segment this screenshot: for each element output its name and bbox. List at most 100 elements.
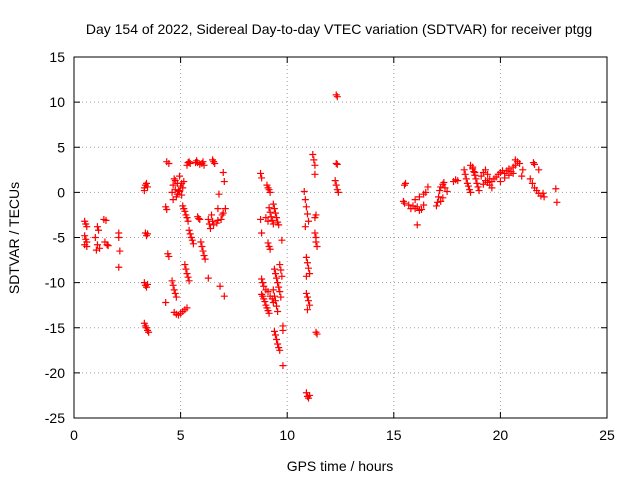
- data-point: [209, 217, 217, 225]
- data-point: [214, 216, 222, 224]
- data-point: [505, 171, 513, 179]
- data-point: [540, 193, 548, 201]
- data-point: [200, 161, 208, 169]
- data-point: [437, 197, 445, 205]
- data-point: [103, 241, 111, 249]
- x-axis-label: GPS time / hours: [287, 458, 394, 474]
- data-point: [165, 252, 173, 260]
- data-point: [184, 273, 192, 281]
- data-point: [271, 331, 279, 339]
- data-point: [144, 230, 152, 238]
- y-tick-label: -10: [45, 275, 65, 291]
- data-point: [217, 215, 225, 223]
- data-point: [310, 156, 318, 164]
- data-point: [278, 236, 286, 244]
- data-point: [185, 277, 193, 285]
- data-point: [460, 166, 468, 174]
- data-point: [306, 301, 314, 309]
- data-point: [535, 166, 543, 174]
- data-point: [475, 187, 483, 195]
- x-tick-label: 5: [177, 427, 185, 443]
- data-point: [309, 150, 317, 158]
- data-point: [176, 172, 184, 180]
- data-point: [472, 175, 480, 183]
- data-point: [479, 180, 487, 188]
- data-point: [196, 215, 204, 223]
- y-tick-label: 5: [57, 139, 65, 155]
- data-point: [268, 216, 276, 224]
- data-point: [93, 223, 101, 231]
- data-point: [172, 293, 180, 301]
- data-point: [303, 293, 311, 301]
- data-point: [436, 187, 444, 195]
- data-point: [269, 220, 277, 228]
- data-point: [269, 200, 277, 208]
- data-point: [274, 340, 282, 348]
- data-point: [443, 187, 451, 195]
- data-point: [501, 174, 509, 182]
- data-point: [277, 293, 285, 301]
- data-point: [220, 178, 228, 186]
- data-point: [170, 286, 178, 294]
- data-point: [265, 309, 273, 317]
- data-point: [332, 159, 340, 167]
- data-point: [313, 330, 321, 338]
- data-point: [204, 215, 212, 223]
- data-point: [467, 188, 475, 196]
- data-point: [171, 289, 179, 297]
- data-point: [518, 172, 526, 180]
- data-point: [270, 205, 278, 213]
- data-point: [274, 279, 282, 287]
- data-point: [179, 184, 187, 192]
- data-point: [331, 177, 339, 185]
- data-point: [183, 270, 191, 278]
- data-point: [216, 282, 224, 290]
- data-point: [115, 234, 123, 241]
- data-point: [405, 201, 413, 209]
- data-point: [273, 214, 281, 222]
- data-point: [171, 186, 179, 194]
- data-point: [334, 188, 342, 196]
- data-point: [206, 224, 214, 232]
- data-point: [274, 308, 282, 316]
- data-point: [301, 223, 309, 231]
- x-tick-label: 10: [279, 427, 295, 443]
- data-point: [162, 298, 170, 306]
- data-point: [481, 166, 489, 174]
- data-point: [266, 245, 274, 253]
- y-tick-label: 0: [57, 184, 65, 200]
- data-point: [200, 252, 208, 260]
- data-point: [186, 230, 194, 238]
- data-point: [178, 179, 186, 187]
- data-point: [199, 247, 207, 255]
- y-tick-label: 10: [49, 94, 65, 110]
- data-point: [454, 177, 462, 185]
- data-point: [266, 208, 274, 216]
- data-point: [184, 217, 192, 225]
- data-point: [115, 263, 123, 271]
- data-point: [305, 297, 313, 305]
- data-point: [104, 242, 112, 250]
- data-point: [264, 288, 272, 296]
- data-point: [439, 194, 447, 202]
- data-point: [262, 214, 270, 222]
- data-point: [270, 327, 278, 335]
- data-point: [83, 243, 91, 251]
- data-point: [461, 170, 469, 178]
- data-point: [301, 196, 309, 204]
- data-point: [434, 198, 442, 206]
- data-point: [411, 196, 419, 204]
- data-point: [273, 274, 281, 282]
- data-point: [413, 203, 421, 211]
- data-point: [169, 281, 177, 289]
- data-point: [144, 280, 152, 288]
- data-point: [261, 298, 269, 306]
- data-point: [273, 335, 281, 343]
- y-tick-label: -5: [53, 230, 66, 246]
- data-point: [477, 172, 485, 180]
- data-point: [185, 226, 193, 234]
- data-point: [273, 302, 281, 310]
- data-point: [519, 166, 527, 174]
- grid-layer: [74, 57, 607, 418]
